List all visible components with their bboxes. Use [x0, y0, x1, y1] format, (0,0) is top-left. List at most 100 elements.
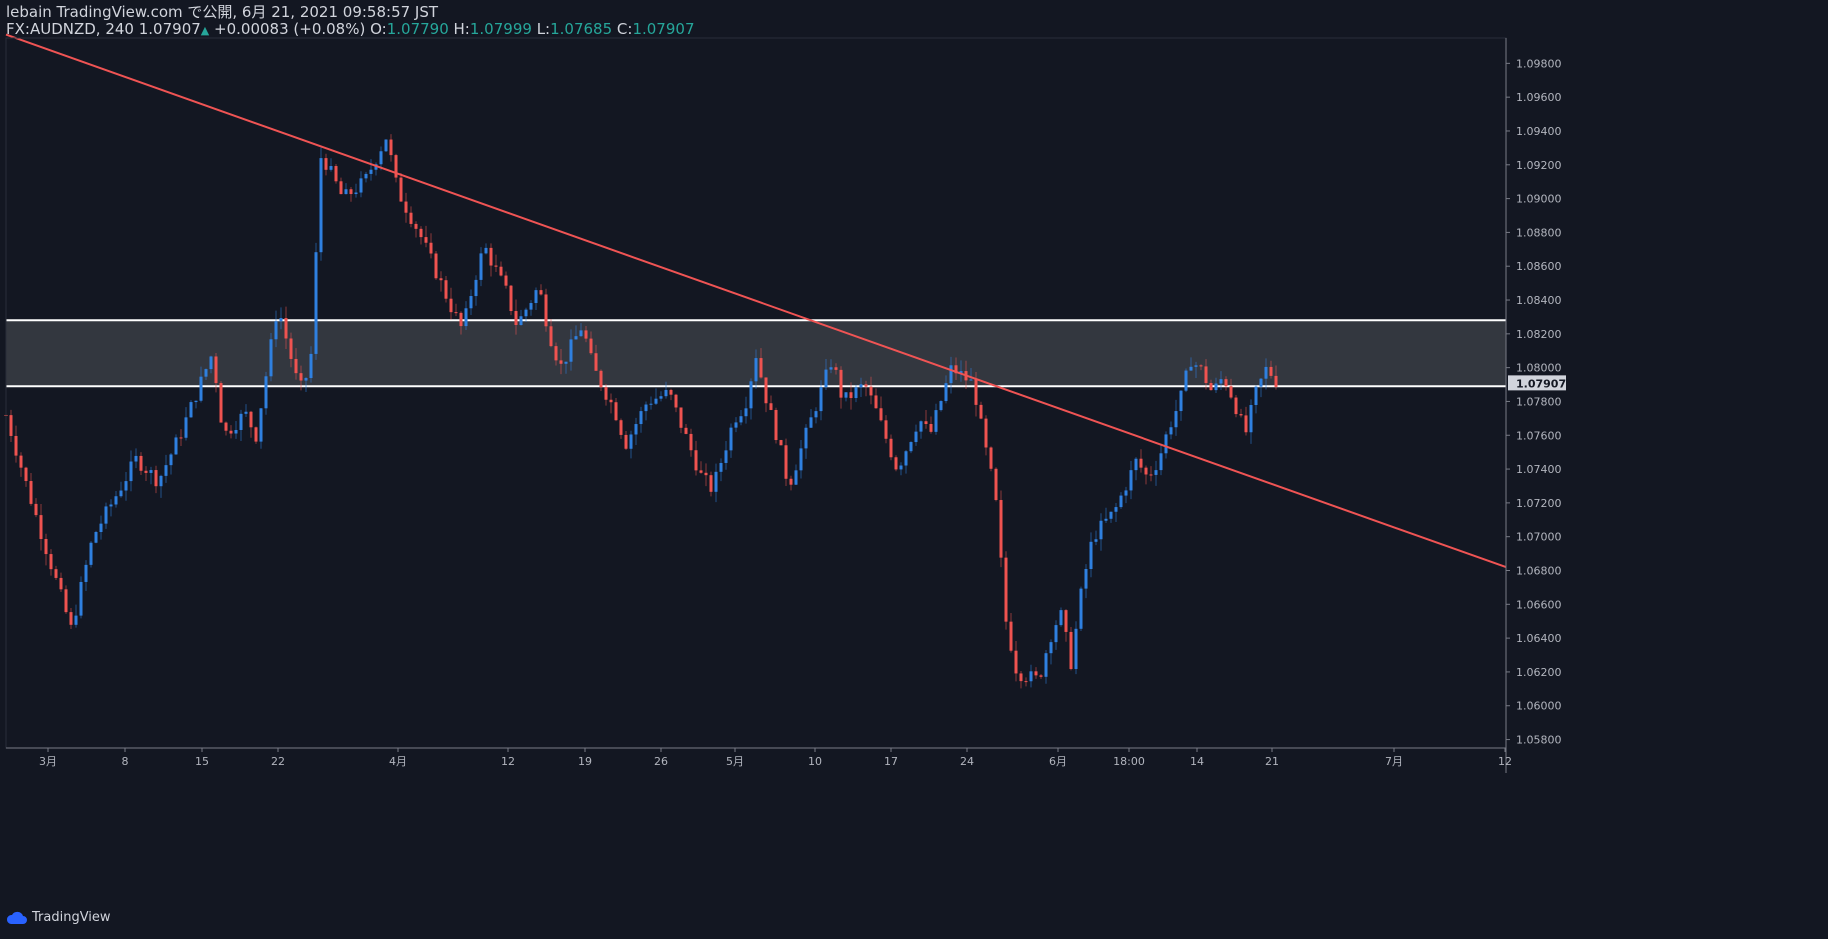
candle-body: [1149, 474, 1153, 476]
candle-body: [14, 435, 18, 456]
candle-body: [574, 336, 578, 340]
candle-body: [634, 424, 638, 435]
candle-body: [974, 379, 978, 405]
candle-body: [904, 451, 908, 466]
footer: TradingView: [6, 910, 111, 925]
y-tick-label: 1.07000: [1516, 531, 1562, 544]
candle-body: [369, 169, 373, 174]
candle-body: [444, 280, 448, 299]
candle-body: [74, 615, 78, 625]
symbol-label: FX:AUDNZD, 240: [6, 20, 134, 38]
x-tick-label: 12: [501, 755, 515, 768]
candle-body: [664, 389, 668, 397]
candle-body: [1004, 557, 1008, 622]
candle-body: [749, 381, 753, 409]
candle-body: [1269, 366, 1273, 376]
x-tick-label: 3月: [39, 755, 57, 768]
candle-body: [1099, 520, 1103, 540]
price-change: +0.00083 (+0.08%): [214, 20, 366, 38]
candle-body: [79, 581, 83, 616]
candle-body: [429, 242, 433, 254]
candle-body: [44, 538, 48, 555]
y-tick-label: 1.07200: [1516, 497, 1562, 510]
tradingview-cloud-icon: [6, 911, 27, 924]
y-tick-label: 1.06000: [1516, 700, 1562, 713]
candle-body: [359, 178, 363, 193]
y-tick-label: 1.08800: [1516, 226, 1562, 239]
candle-body: [1094, 539, 1098, 542]
candle-body: [19, 455, 23, 468]
candle-body: [859, 384, 863, 388]
x-tick-label: 5月: [726, 755, 744, 768]
candle-body: [1274, 375, 1278, 387]
candle-body: [149, 470, 153, 473]
candle-body: [839, 369, 843, 398]
candle-body: [209, 356, 213, 370]
candle-body: [1244, 415, 1248, 433]
candle-body: [954, 365, 958, 374]
open-label: O:: [370, 20, 387, 38]
candle-body: [379, 151, 383, 165]
candle-body: [849, 392, 853, 399]
candle-body: [854, 387, 858, 399]
candle-body: [794, 470, 798, 485]
x-tick-label: 4月: [389, 755, 407, 768]
candle-body: [1049, 642, 1053, 654]
candle-body: [1254, 386, 1258, 406]
candle-body: [644, 404, 648, 412]
candle-body: [659, 396, 663, 399]
candle-body: [804, 427, 808, 449]
candle-body: [219, 383, 223, 423]
candle-body: [1204, 366, 1208, 384]
candle-body: [934, 410, 938, 432]
candle-body: [329, 166, 333, 170]
candle-body: [819, 387, 823, 412]
candle-body: [34, 503, 38, 516]
candle-body: [914, 431, 918, 443]
candle-body: [184, 417, 188, 438]
candle-body: [1194, 365, 1198, 367]
candle-body: [894, 457, 898, 470]
candle-body: [224, 422, 228, 431]
candle-body: [484, 247, 488, 254]
candle-body: [874, 395, 878, 409]
candle-body: [464, 308, 468, 327]
candle-body: [1159, 453, 1163, 471]
candle-body: [324, 158, 328, 170]
candle-body: [774, 409, 778, 441]
candle-body: [1184, 370, 1188, 391]
candle-body: [769, 403, 773, 410]
candle-body: [334, 166, 338, 182]
candle-body: [1109, 511, 1113, 519]
y-tick-label: 1.06400: [1516, 632, 1562, 645]
candle-body: [949, 365, 953, 384]
close-label: C:: [616, 20, 633, 38]
candle-body: [1264, 366, 1268, 379]
candle-body: [669, 389, 673, 395]
candle-body: [1189, 366, 1193, 371]
y-tick-label: 1.09400: [1516, 125, 1562, 138]
candle-body: [984, 418, 988, 448]
x-tick-label: 8: [122, 755, 129, 768]
candle-body: [1009, 621, 1013, 651]
x-tick-label: 19: [578, 755, 592, 768]
candle-body: [179, 437, 183, 439]
candle-body: [814, 411, 818, 418]
candle-body: [739, 416, 743, 423]
candle-body: [1219, 379, 1223, 384]
tradingview-brand[interactable]: TradingView: [32, 910, 111, 925]
candle-body: [674, 394, 678, 408]
candle-body: [1079, 588, 1083, 629]
publish-info: lebain TradingView.com で公開, 6月 21, 2021 …: [6, 3, 439, 21]
candle-body: [299, 373, 303, 381]
candle-body: [764, 377, 768, 404]
candle-body: [554, 346, 558, 361]
candle-body: [514, 311, 518, 326]
candle-body: [589, 338, 593, 354]
candle-body: [249, 411, 253, 428]
candle-body: [269, 339, 273, 377]
high-value: 1.07999: [469, 20, 532, 38]
candle-body: [424, 237, 428, 243]
candle-body: [99, 523, 103, 533]
